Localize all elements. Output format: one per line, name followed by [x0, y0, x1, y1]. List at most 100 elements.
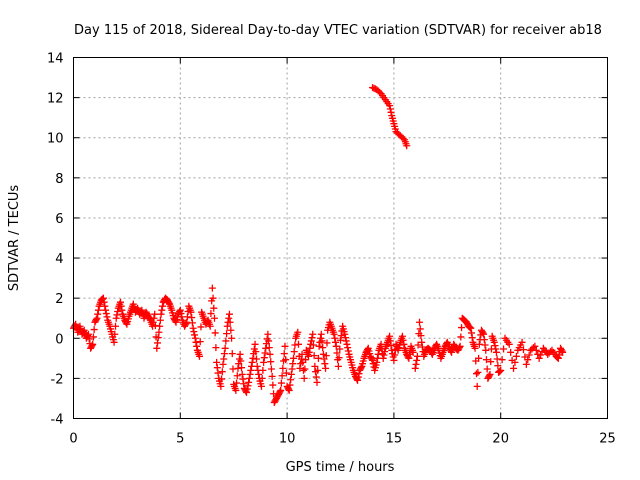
data-point	[337, 336, 344, 344]
data-point	[245, 374, 253, 382]
chart-title: Day 115 of 2018, Sidereal Day-to-day VTE…	[74, 23, 602, 38]
data-point	[266, 350, 274, 358]
data-point	[522, 360, 530, 368]
data-point	[154, 334, 162, 342]
data-point	[297, 355, 305, 363]
data-point	[341, 334, 349, 342]
data-point	[282, 356, 290, 364]
data-point	[354, 373, 362, 381]
data-point	[281, 342, 289, 350]
data-point	[243, 388, 251, 396]
data-point	[210, 304, 218, 312]
data-point	[228, 334, 236, 342]
data-point	[196, 338, 204, 346]
data-point	[253, 362, 261, 370]
data-point	[387, 108, 395, 116]
data-point	[218, 368, 226, 376]
data-point	[153, 344, 161, 352]
data-point	[386, 337, 394, 345]
data-point	[243, 385, 251, 393]
data-point	[334, 362, 342, 370]
data-point	[248, 358, 256, 366]
data-point	[188, 314, 196, 322]
data-point	[92, 316, 100, 324]
data-point	[486, 370, 494, 378]
data-point	[252, 348, 260, 356]
data-point	[223, 330, 231, 338]
data-point	[285, 386, 293, 394]
data-point	[519, 346, 527, 354]
data-point	[531, 342, 539, 350]
data-point	[309, 330, 317, 338]
data-point	[118, 306, 126, 314]
data-point	[483, 365, 491, 373]
data-point	[93, 314, 101, 322]
data-point	[322, 364, 330, 372]
data-point	[267, 365, 275, 373]
data-point	[259, 366, 267, 374]
plot-frame	[73, 57, 608, 419]
data-point	[255, 370, 263, 378]
data-point	[233, 379, 241, 387]
data-point	[468, 334, 476, 342]
data-point	[220, 350, 228, 358]
data-point	[99, 294, 107, 302]
data-point	[391, 351, 399, 359]
data-point	[197, 323, 205, 331]
data-point	[390, 356, 398, 364]
data-point	[249, 354, 257, 362]
data-point	[492, 345, 500, 353]
data-point	[227, 326, 235, 334]
data-point	[112, 314, 120, 322]
data-point	[411, 364, 419, 372]
data-point	[480, 336, 488, 344]
data-point	[512, 352, 520, 360]
data-point	[122, 319, 130, 327]
data-point	[398, 332, 406, 340]
data-point	[244, 382, 252, 390]
data-point	[79, 328, 87, 336]
data-point	[102, 310, 110, 318]
data-point	[277, 379, 285, 387]
data-point	[554, 354, 562, 362]
data-point	[465, 323, 473, 331]
data-point	[480, 330, 488, 338]
data-point	[414, 341, 422, 349]
y-tick-label: 6	[55, 212, 63, 227]
data-point	[413, 352, 421, 360]
y-tick-label: 8	[55, 172, 63, 187]
y-tick-label: 4	[55, 252, 63, 267]
data-point	[473, 382, 481, 390]
data-point	[177, 310, 185, 318]
data-point	[468, 329, 476, 337]
data-point	[261, 349, 269, 357]
data-point	[290, 354, 298, 362]
data-point	[368, 355, 376, 363]
data-point	[492, 348, 500, 356]
data-point	[154, 339, 162, 347]
data-point	[335, 354, 343, 362]
data-point	[291, 341, 299, 349]
data-point	[386, 102, 394, 110]
data-point	[280, 350, 288, 358]
data-point	[555, 351, 563, 359]
x-tick-label: 25	[599, 432, 616, 447]
data-point	[344, 347, 352, 355]
data-point	[290, 348, 298, 356]
gridlines	[73, 57, 608, 419]
data-point	[315, 342, 323, 350]
data-point	[472, 370, 480, 378]
y-tick-label: 10	[47, 132, 64, 147]
data-point	[111, 330, 119, 338]
data-point	[191, 334, 199, 342]
data-point	[176, 306, 184, 314]
data-point	[418, 338, 426, 346]
y-tick-label: -2	[51, 372, 64, 387]
data-point	[193, 342, 201, 350]
data-point	[151, 310, 159, 318]
data-point	[282, 369, 290, 377]
data-point	[226, 318, 234, 326]
data-point	[495, 368, 503, 376]
data-point	[276, 388, 284, 396]
data-point	[192, 338, 200, 346]
